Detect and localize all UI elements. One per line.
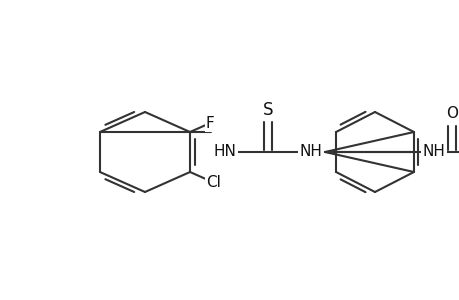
- Text: NH: NH: [422, 145, 444, 160]
- Text: Cl: Cl: [206, 175, 221, 190]
- Text: NH: NH: [299, 145, 322, 160]
- Text: HN: HN: [213, 145, 236, 160]
- Text: S: S: [262, 101, 273, 119]
- Text: O: O: [445, 106, 457, 122]
- Text: F: F: [205, 116, 214, 130]
